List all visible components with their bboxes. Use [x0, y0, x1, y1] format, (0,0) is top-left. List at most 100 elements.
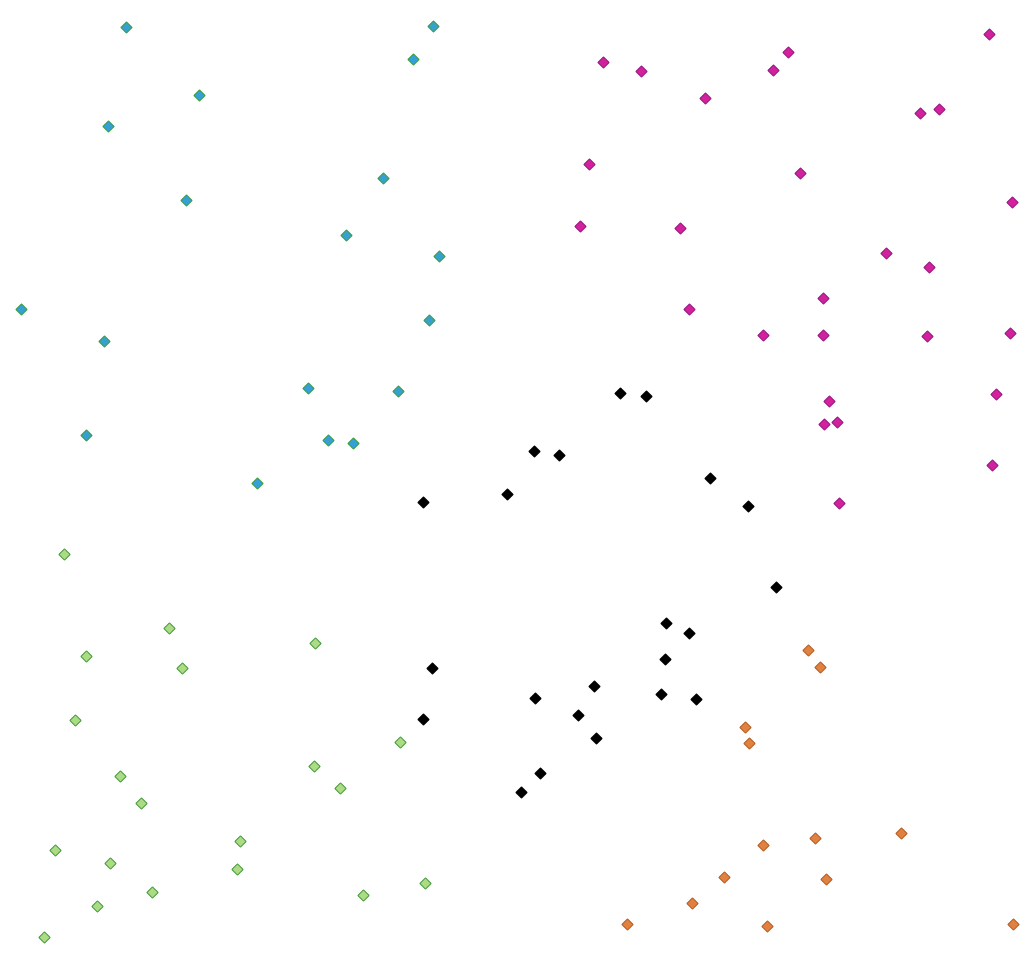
scatter-point-cluster-black	[639, 389, 653, 403]
scatter-point-cluster-green	[175, 661, 189, 675]
scatter-point-cluster-green	[393, 735, 407, 749]
scatter-point-cluster-magenta	[582, 157, 596, 171]
scatter-point-cluster-blue	[301, 381, 315, 395]
scatter-point-cluster-blue	[426, 19, 440, 33]
scatter-point-cluster-magenta	[573, 219, 587, 233]
scatter-point-cluster-black	[425, 661, 439, 675]
scatter-point-cluster-magenta	[682, 302, 696, 316]
scatter-point-cluster-orange	[801, 643, 815, 657]
scatter-point-cluster-magenta	[634, 64, 648, 78]
scatter-point-cluster-blue	[119, 20, 133, 34]
scatter-point-cluster-orange	[813, 660, 827, 674]
scatter-point-cluster-magenta	[879, 246, 893, 260]
scatter-point-cluster-green	[68, 713, 82, 727]
scatter-point-cluster-black	[571, 708, 585, 722]
scatter-point-cluster-black	[703, 471, 717, 485]
scatter-point-cluster-black	[416, 495, 430, 509]
scatter-point-cluster-black	[659, 616, 673, 630]
scatter-point-cluster-black	[654, 687, 668, 701]
scatter-point-cluster-magenta	[1003, 326, 1017, 340]
scatter-point-cluster-orange	[738, 720, 752, 734]
scatter-point-cluster-blue	[192, 88, 206, 102]
scatter-point-cluster-magenta	[1005, 195, 1019, 209]
scatter-point-cluster-green	[57, 547, 71, 561]
scatter-point-cluster-black	[613, 386, 627, 400]
scatter-point-cluster-blue	[376, 171, 390, 185]
scatter-point-cluster-green	[48, 843, 62, 857]
scatter-point-cluster-black	[500, 487, 514, 501]
scatter-point-cluster-black	[741, 499, 755, 513]
scatter-point-cluster-orange	[819, 872, 833, 886]
scatter-point-cluster-green	[37, 930, 51, 944]
scatter-point-cluster-black	[587, 679, 601, 693]
scatter-point-cluster-blue	[422, 313, 436, 327]
scatter-point-cluster-blue	[321, 433, 335, 447]
scatter-point-cluster-orange	[742, 736, 756, 750]
scatter-point-cluster-black	[682, 626, 696, 640]
scatter-point-cluster-green	[307, 759, 321, 773]
scatter-point-cluster-orange	[685, 896, 699, 910]
scatter-point-cluster-green	[333, 781, 347, 795]
scatter-point-cluster-black	[689, 692, 703, 706]
scatter-point-cluster-magenta	[816, 328, 830, 342]
scatter-point-cluster-magenta	[913, 106, 927, 120]
scatter-point-cluster-green	[79, 649, 93, 663]
scatter-point-cluster-black	[589, 731, 603, 745]
scatter-point-cluster-blue	[79, 428, 93, 442]
scatter-point-cluster-blue	[97, 334, 111, 348]
scatter-point-cluster-orange	[1006, 917, 1020, 931]
scatter-point-cluster-orange	[894, 826, 908, 840]
scatter-point-cluster-magenta	[920, 329, 934, 343]
scatter-point-cluster-green	[356, 888, 370, 902]
scatter-point-cluster-blue	[250, 476, 264, 490]
scatter-point-cluster-magenta	[982, 27, 996, 41]
scatter-point-cluster-magenta	[932, 102, 946, 116]
scatter-point-cluster-black	[552, 448, 566, 462]
scatter-point-cluster-black	[658, 652, 672, 666]
scatter-point-cluster-blue	[391, 384, 405, 398]
scatter-point-cluster-blue	[101, 119, 115, 133]
scatter-point-cluster-green	[308, 636, 322, 650]
scatter-point-cluster-magenta	[832, 496, 846, 510]
scatter-point-cluster-black	[528, 691, 542, 705]
scatter-point-cluster-magenta	[781, 45, 795, 59]
scatter-point-cluster-green	[162, 621, 176, 635]
scatter-point-cluster-green	[230, 862, 244, 876]
scatter-point-cluster-green	[145, 885, 159, 899]
scatter-point-cluster-magenta	[766, 63, 780, 77]
scatter-point-cluster-orange	[620, 917, 634, 931]
scatter-point-cluster-blue	[406, 52, 420, 66]
scatter-point-cluster-green	[233, 834, 247, 848]
scatter-point-cluster-magenta	[922, 260, 936, 274]
scatter-point-cluster-black	[527, 444, 541, 458]
scatter-point-cluster-green	[418, 876, 432, 890]
scatter-point-cluster-black	[769, 580, 783, 594]
scatter-point-cluster-magenta	[756, 328, 770, 342]
scatter-point-cluster-magenta	[793, 166, 807, 180]
scatter-point-cluster-orange	[717, 870, 731, 884]
scatter-point-cluster-blue	[14, 302, 28, 316]
scatter-point-cluster-magenta	[822, 394, 836, 408]
scatter-point-cluster-green	[134, 796, 148, 810]
scatter-point-cluster-orange	[808, 831, 822, 845]
scatter-point-cluster-green	[113, 769, 127, 783]
scatter-point-cluster-black	[416, 712, 430, 726]
scatter-point-cluster-green	[103, 856, 117, 870]
scatter-point-cluster-magenta	[830, 415, 844, 429]
scatter-point-cluster-magenta	[698, 91, 712, 105]
scatter-point-cluster-magenta	[673, 221, 687, 235]
scatter-point-cluster-black	[514, 785, 528, 799]
scatter-point-cluster-magenta	[596, 55, 610, 69]
scatter-point-cluster-magenta	[985, 458, 999, 472]
scatter-point-cluster-blue	[179, 193, 193, 207]
scatter-point-cluster-blue	[432, 249, 446, 263]
scatter-point-cluster-blue	[339, 228, 353, 242]
scatter-point-cluster-magenta	[817, 417, 831, 431]
scatter-point-cluster-orange	[760, 919, 774, 933]
scatter-point-cluster-green	[90, 899, 104, 913]
scatter-point-cluster-magenta	[989, 387, 1003, 401]
scatter-point-cluster-blue	[346, 436, 360, 450]
scatter-point-cluster-orange	[756, 838, 770, 852]
scatter-point-cluster-black	[533, 766, 547, 780]
